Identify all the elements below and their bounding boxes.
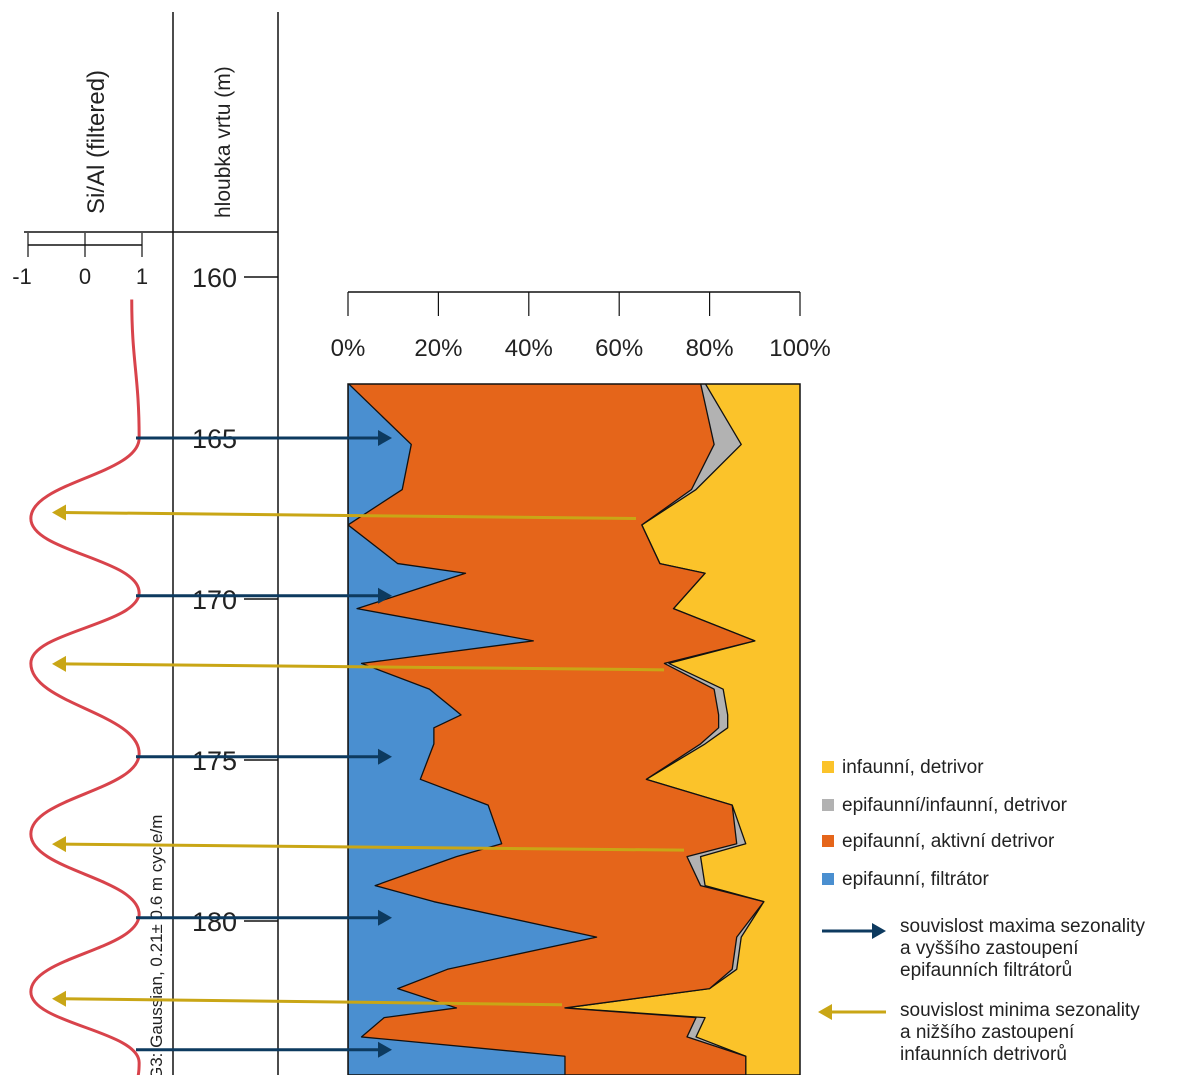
min-arrow-0 (61, 511, 637, 520)
legend: infaunní, detrivor epifaunní/infaunní, de… (818, 757, 1145, 1065)
legend-min-text-0: souvislost minima sezonality (900, 1000, 1140, 1021)
legend-swatch-2 (822, 835, 834, 847)
stacked-area-plot (348, 384, 800, 1075)
depth-tick-label-180: 180 (192, 907, 237, 937)
siai-tick-label-2: 1 (136, 264, 148, 289)
max-arrow-head-1 (378, 587, 392, 604)
percent-tick-label-2: 40% (505, 335, 553, 362)
max-arrow-head-4 (378, 1041, 392, 1058)
min-arrow-head-1 (52, 655, 66, 672)
min-arrow-head-2 (52, 836, 66, 853)
area-epifaunni-filtrator (348, 384, 598, 1075)
legend-label-0: infaunní, detrivor (842, 757, 984, 778)
siai-curve-group (29, 299, 141, 1080)
siai-axis: -1 0 1 (12, 233, 148, 289)
legend-swatch-3 (822, 873, 834, 885)
area-epifaunni-aktivni-detrivor (348, 384, 765, 1075)
percent-tick-label-5: 100% (769, 335, 830, 362)
min-arrow-head-0 (52, 504, 66, 521)
min-arrow-head-3 (52, 990, 66, 1007)
percent-tick-label-1: 20% (414, 335, 462, 362)
siai-tick-label-1: 0 (79, 264, 91, 289)
correlation-arrows (52, 430, 685, 1058)
legend-max-text-1: a vyššího zastoupení (900, 938, 1079, 959)
depth-tick-label-175: 175 (192, 746, 237, 776)
percent-axis: 0% 20% 40% 60% 80% 100% (331, 291, 831, 362)
percent-tick-label-3: 60% (595, 335, 643, 362)
max-arrow-head-2 (378, 748, 392, 765)
legend-min-text-2: infaunních detrivorů (900, 1044, 1067, 1065)
depth-tick-label-170: 170 (192, 585, 237, 615)
depth-axis-label: hloubka vrtu (m) (212, 66, 235, 218)
percent-tick-label-0: 0% (331, 335, 366, 362)
max-arrow-head-0 (378, 430, 392, 446)
legend-label-1: epifaunní/infaunní, detrivor (842, 795, 1068, 816)
siai-tick-label-0: -1 (12, 264, 32, 289)
min-arrow-3 (61, 997, 563, 1007)
depth-tick-label-160: 160 (192, 263, 237, 293)
legend-label-3: epifaunní, filtrátor (842, 869, 989, 890)
siai-axis-label: Si/Al (filtered) (83, 70, 110, 214)
min-arrow-2 (61, 842, 685, 852)
legend-swatch-1 (822, 799, 834, 811)
legend-min-arrow-head (818, 1004, 832, 1020)
percent-tick-label-4: 80% (686, 335, 734, 362)
siai-curve (29, 299, 141, 1080)
min-arrow-1 (61, 662, 665, 672)
legend-max-arrow-head (872, 923, 886, 939)
legend-max-text-0: souvislost maxima sezonality (900, 916, 1145, 937)
legend-label-2: epifaunní, aktivní detrivor (842, 831, 1055, 852)
siai-filter-label: G3: Gaussian, 0.21± 0.6 m cycle/m (147, 815, 166, 1075)
legend-swatch-0 (822, 761, 834, 773)
legend-min-text-1: a nižšího zastoupení (900, 1022, 1075, 1043)
max-arrow-head-3 (378, 909, 392, 926)
legend-max-text-2: epifaunních filtrátorů (900, 960, 1072, 981)
